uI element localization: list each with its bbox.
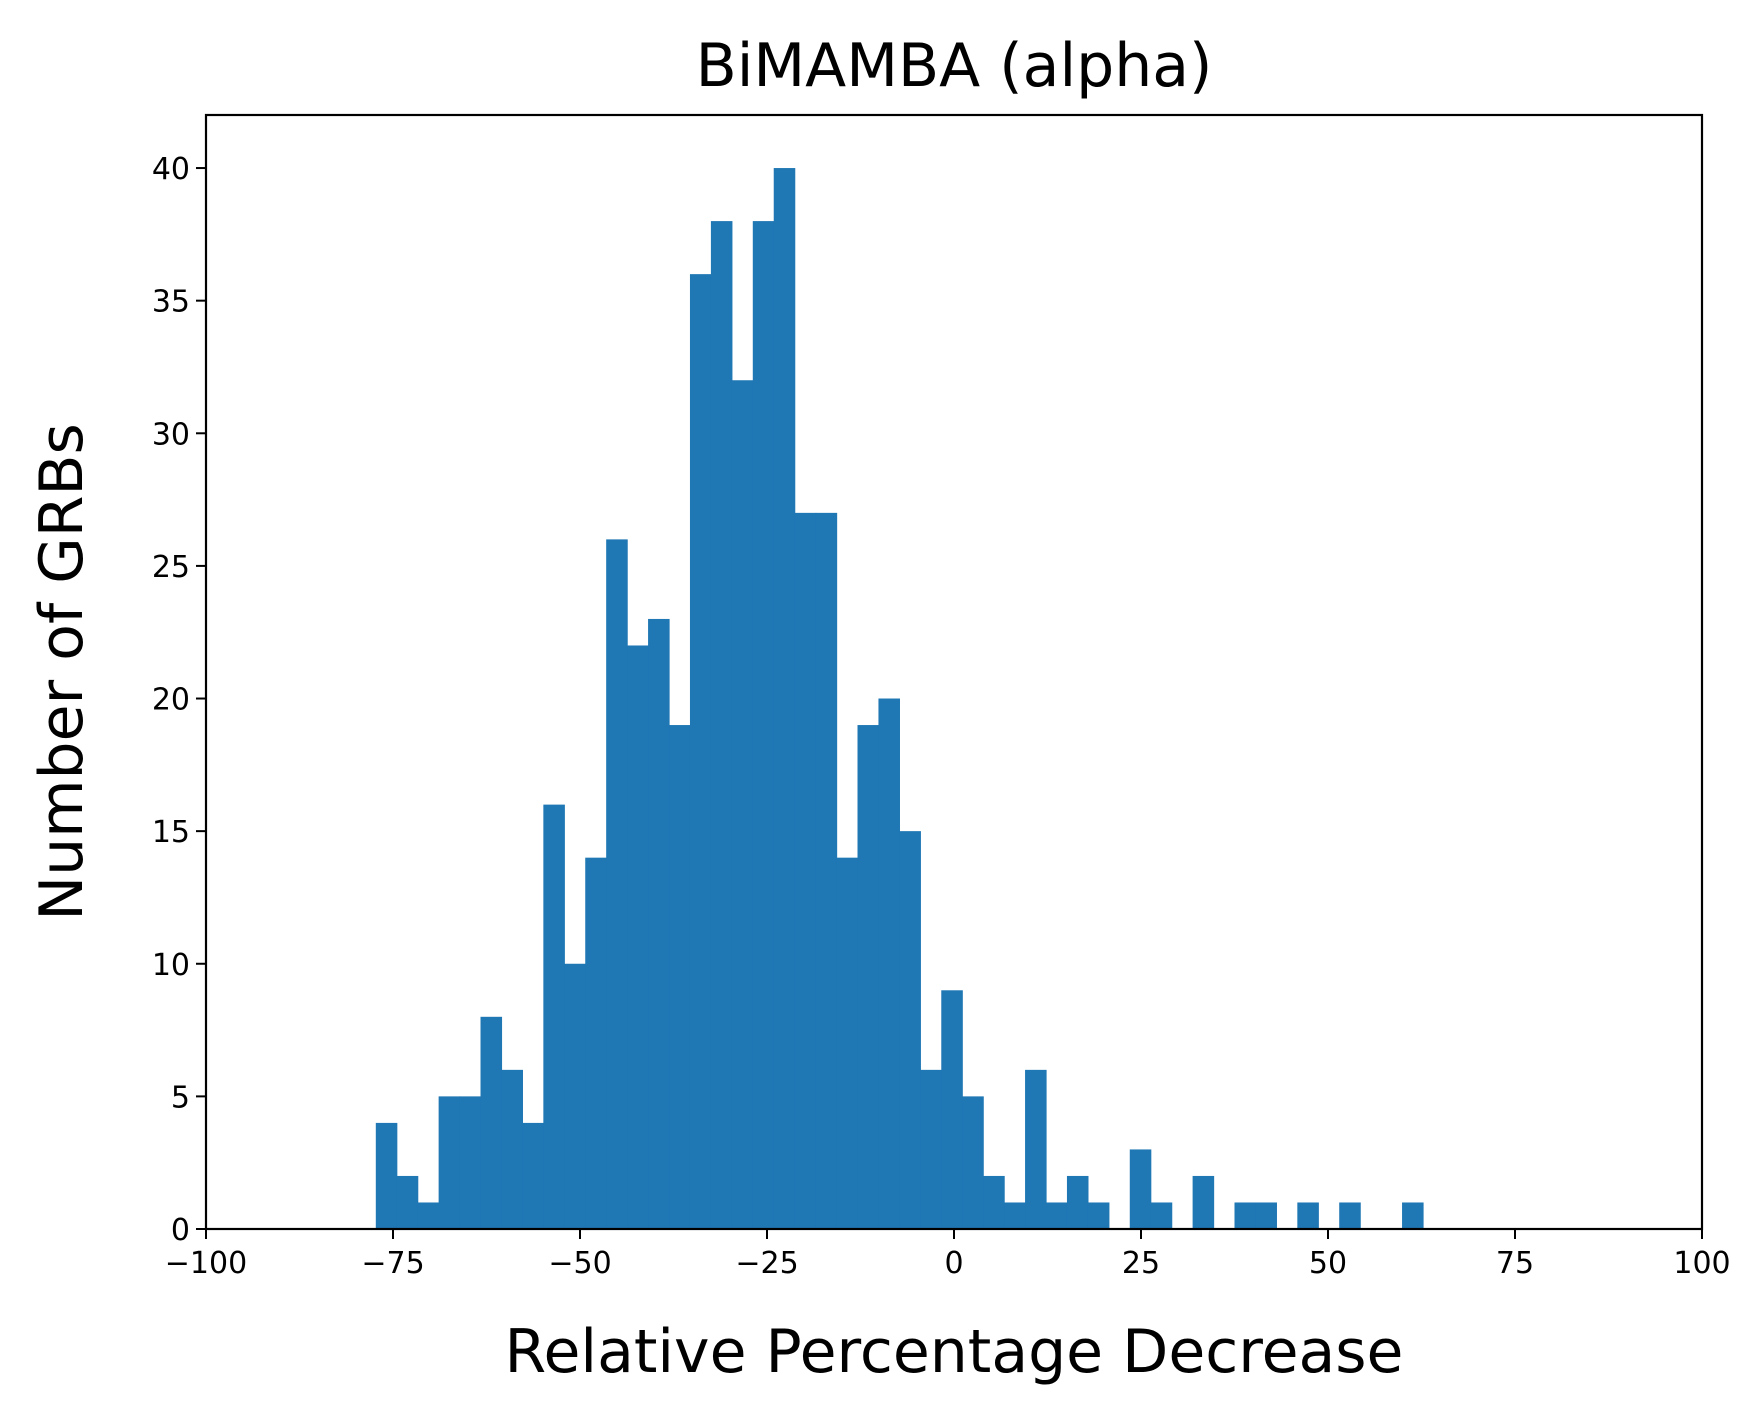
histogram-bar <box>815 512 838 1229</box>
histogram-bar <box>962 1096 984 1229</box>
histogram-bar <box>438 1096 461 1229</box>
histogram-bar <box>1234 1202 1257 1229</box>
histogram-bar <box>375 1122 398 1229</box>
histogram-bar <box>1046 1202 1068 1229</box>
histogram-bar <box>836 857 859 1229</box>
histogram-bar <box>1297 1202 1319 1229</box>
y-axis-title: Number of GRBs <box>27 423 97 921</box>
histogram-bar <box>606 539 628 1229</box>
y-tick-label: 25 <box>152 550 190 585</box>
y-axis-ticks: 0 5 10 15 20 25 30 35 40 <box>152 152 206 1248</box>
histogram-bar <box>501 1069 523 1229</box>
histogram-bar <box>543 804 565 1229</box>
histogram-bar <box>1129 1149 1152 1229</box>
histogram-bar <box>752 221 775 1230</box>
x-axis-title: Relative Percentage Decrease <box>505 1317 1404 1387</box>
x-tick-label: −100 <box>165 1246 247 1281</box>
x-tick-label: −50 <box>548 1246 611 1281</box>
histogram-bar <box>669 725 691 1229</box>
y-tick-label: 0 <box>171 1213 190 1248</box>
x-tick-label: 50 <box>1309 1246 1347 1281</box>
histogram-bar <box>459 1096 482 1229</box>
histogram-bar <box>522 1122 544 1229</box>
y-tick-label: 15 <box>152 815 190 850</box>
histogram-bar <box>1339 1202 1361 1229</box>
histogram-bar <box>585 857 607 1229</box>
histogram-bar <box>396 1175 419 1229</box>
histogram-bar <box>731 380 754 1229</box>
histogram-bar <box>1025 1069 1047 1229</box>
x-tick-label: 0 <box>944 1246 963 1281</box>
histogram-bar <box>627 645 649 1229</box>
histogram-bar <box>983 1175 1005 1229</box>
histogram-bar <box>878 698 900 1229</box>
x-tick-label: −75 <box>361 1246 424 1281</box>
histogram-bar <box>689 274 712 1229</box>
histogram-bar <box>564 963 586 1229</box>
histogram-bar <box>648 618 670 1229</box>
y-tick-label: 35 <box>152 285 190 320</box>
histogram-bar <box>1150 1202 1173 1229</box>
chart-title: BiMAMBA (alpha) <box>696 31 1213 101</box>
y-tick-label: 10 <box>152 948 190 983</box>
histogram-bar <box>941 990 963 1229</box>
y-tick-label: 40 <box>152 152 190 187</box>
histogram-bar <box>1402 1202 1424 1229</box>
histogram-bar <box>480 1016 503 1229</box>
x-tick-label: −25 <box>735 1246 798 1281</box>
histogram-bars <box>375 168 1424 1230</box>
y-tick-label: 5 <box>171 1080 190 1115</box>
histogram-bar <box>1066 1175 1089 1229</box>
histogram-bar <box>1255 1202 1277 1229</box>
histogram-bar <box>417 1202 440 1229</box>
histogram-bar <box>857 725 880 1229</box>
y-tick-label: 30 <box>152 417 190 452</box>
histogram-bar <box>1087 1202 1110 1229</box>
histogram-bar <box>920 1069 942 1229</box>
histogram-bar <box>773 168 796 1229</box>
histogram-bar <box>794 512 817 1229</box>
y-tick-label: 20 <box>152 683 190 718</box>
x-tick-label: 100 <box>1673 1246 1730 1281</box>
histogram-bar <box>710 221 733 1230</box>
x-axis-ticks: −100 −75 −50 −25 0 25 50 75 100 <box>165 1229 1731 1281</box>
histogram-bar <box>1004 1202 1026 1229</box>
x-tick-label: 75 <box>1496 1246 1534 1281</box>
histogram-bar <box>899 831 921 1229</box>
x-tick-label: 25 <box>1122 1246 1160 1281</box>
histogram-bar <box>1192 1175 1215 1229</box>
